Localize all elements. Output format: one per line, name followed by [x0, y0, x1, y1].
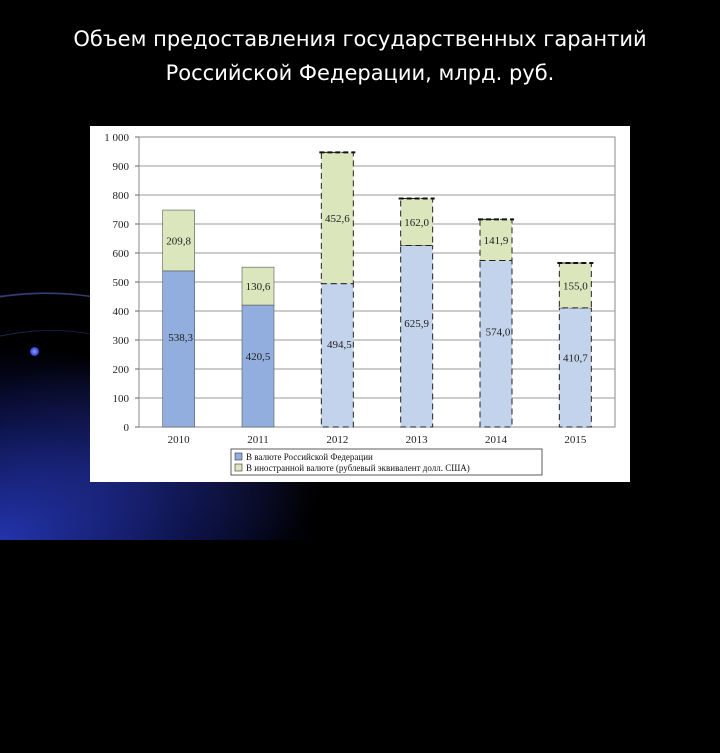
y-tick-label: 600 [113, 248, 130, 260]
x-tick-label-2014: 2014 [485, 434, 508, 446]
y-tick-label: 700 [113, 219, 130, 231]
x-tick-label-2012: 2012 [326, 434, 348, 446]
legend-swatch-foreign [234, 463, 243, 472]
data-label-domestic-2010: 538,3 [168, 332, 193, 344]
y-tick-label: 400 [113, 306, 130, 318]
y-tick-label: 800 [113, 190, 130, 202]
slide-title-line-2: Российской Федерации, млрд. руб. [165, 61, 555, 85]
data-label-foreign-2012: 452,6 [325, 213, 350, 225]
data-label-foreign-2011: 130,6 [246, 281, 271, 293]
bar-domestic-2012 [320, 283, 354, 428]
data-label-domestic-2013: 625,9 [404, 318, 429, 330]
bar-foreign-2012 [320, 151, 354, 285]
bar-foreign-2013 [400, 198, 434, 246]
data-label-domestic-2012: 494,5 [327, 339, 352, 351]
bar-domestic-2011 [241, 304, 275, 428]
bar-foreign-2011 [241, 266, 275, 306]
bar-domestic-2014 [479, 260, 513, 428]
data-label-domestic-2011: 420,5 [246, 351, 271, 363]
x-tick-label-2011: 2011 [247, 434, 269, 446]
background-bullet-dot [30, 347, 39, 356]
data-label-domestic-2014: 574,0 [486, 326, 511, 338]
bar-foreign-2010 [162, 209, 195, 272]
x-tick-label-2013: 2013 [406, 434, 429, 446]
x-tick-label-2015: 2015 [564, 434, 587, 446]
y-tick-label: 0 [124, 422, 130, 434]
data-label-domestic-2015: 410,7 [563, 352, 588, 364]
bar-domestic-2015 [558, 307, 592, 428]
data-label-foreign-2014: 141,9 [484, 235, 509, 247]
x-tick-label-2010: 2010 [168, 434, 191, 446]
legend-swatch-domestic [234, 452, 243, 461]
data-label-foreign-2010: 209,8 [166, 235, 191, 247]
y-tick-label: 100 [113, 393, 130, 405]
legend-label-domestic: В валюте Российской Федерации [246, 452, 373, 462]
y-tick-label: 300 [113, 335, 130, 347]
bar-domestic-2010 [162, 270, 195, 428]
bar-domestic-2013 [400, 244, 434, 428]
data-label-foreign-2015: 155,0 [563, 280, 588, 292]
y-tick-label: 900 [113, 161, 130, 173]
legend-label-foreign: В иностранной валюте (рублевый эквивален… [246, 463, 470, 473]
y-tick-label: 200 [113, 364, 130, 376]
data-label-foreign-2013: 162,0 [404, 217, 429, 229]
legend-box [230, 448, 543, 476]
bar-foreign-2014 [479, 218, 513, 262]
y-tick-label: 500 [113, 277, 130, 289]
stacked-bar-chart: 0 100 200 300 400 500 600 700 800 900 1 000 538,3 20… [104, 132, 616, 476]
chart-panel: 0 100 200 300 400 500 600 700 800 900 1 000 538,3 20… [90, 126, 630, 482]
slide-title: Объем предоставления государственных гар… [30, 22, 690, 90]
slide-title-line-1: Объем предоставления государственных гар… [73, 27, 647, 51]
bar-foreign-2015 [558, 262, 592, 309]
y-tick-label: 1 000 [104, 132, 129, 144]
